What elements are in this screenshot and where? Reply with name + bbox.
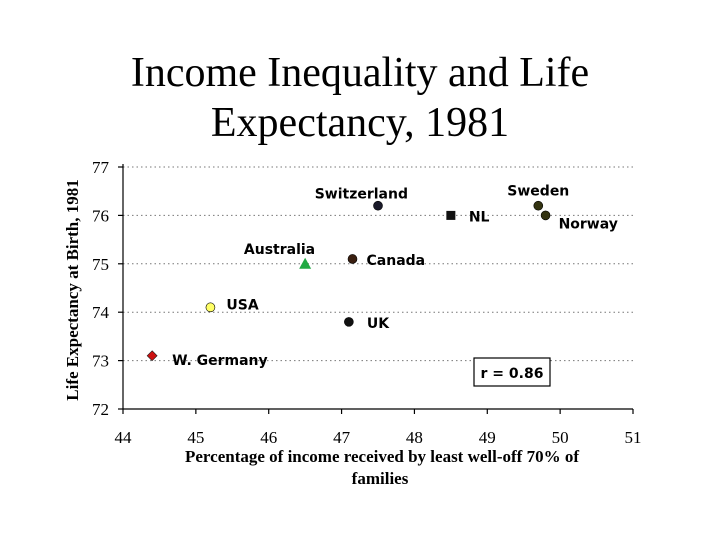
correlation-box: r = 0.86 — [473, 357, 551, 387]
label-w-germany: W. Germany — [172, 353, 268, 369]
point-labels: W. Germany USA Australia UK Canada Switzerlan… — [172, 184, 618, 369]
x-axis-label-line-1: Percentage of income received by least w… — [185, 447, 579, 466]
point-canada — [347, 254, 358, 264]
x-tick-label-49: 49 — [479, 428, 496, 447]
y-tick-labels: 72 73 74 75 76 77 — [92, 158, 110, 419]
point-usa — [205, 302, 216, 313]
y-tick-label-72: 72 — [92, 400, 109, 419]
x-axis-label-line-2: families — [352, 469, 409, 488]
x-tick-label-45: 45 — [187, 428, 204, 447]
label-usa: USA — [226, 297, 258, 313]
label-australia: Australia — [244, 242, 315, 258]
y-tick-label-73: 73 — [92, 352, 109, 371]
point-sweden — [533, 200, 544, 211]
x-tick-label-47: 47 — [333, 428, 351, 447]
x-tick-label-44: 44 — [115, 428, 133, 447]
chart-title: Income Inequality and Life Expectancy, 1… — [0, 48, 720, 148]
label-nl: NL — [469, 209, 490, 225]
point-norway — [540, 210, 551, 221]
chart-title-line-1: Income Inequality and Life — [130, 50, 590, 96]
axes — [118, 164, 634, 414]
x-tick-label-48: 48 — [406, 428, 423, 447]
x-tick-label-51: 51 — [625, 428, 642, 447]
point-uk — [344, 317, 354, 327]
y-tick-label-74: 74 — [92, 303, 110, 322]
x-tick-label-50: 50 — [552, 428, 569, 447]
label-canada: Canada — [367, 253, 426, 269]
correlation-box-frame — [473, 357, 551, 387]
data-points — [146, 200, 551, 362]
y-tick-label-75: 75 — [92, 255, 109, 274]
x-tick-labels: 44 45 46 47 48 49 50 51 — [115, 428, 642, 447]
y-axis-label: Life Expectancy at Birth, 1981 — [63, 179, 82, 400]
y-tick-label-77: 77 — [92, 158, 110, 177]
label-uk: UK — [367, 316, 390, 332]
point-w-germany — [146, 350, 158, 362]
x-tick-label-46: 46 — [260, 428, 277, 447]
point-switzerland — [373, 200, 383, 211]
chart-title-line-2: Expectancy, 1981 — [210, 100, 510, 146]
point-australia — [299, 257, 312, 269]
label-sweden: Sweden — [507, 184, 569, 200]
correlation-label: r = 0.86 — [481, 366, 544, 382]
label-switzerland: Switzerland — [315, 187, 408, 203]
y-tick-label-76: 76 — [92, 206, 109, 225]
label-norway: Norway — [559, 216, 618, 232]
point-nl — [446, 210, 456, 220]
